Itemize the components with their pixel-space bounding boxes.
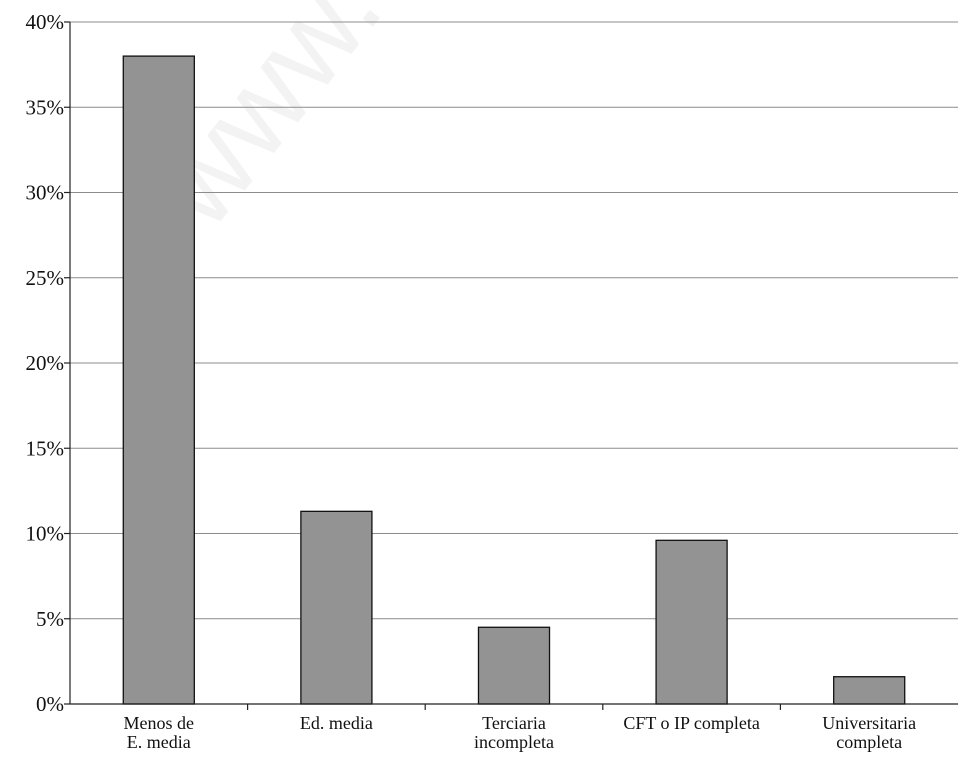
y-tick-label: 35% [26,95,65,119]
x-category-label-line: Menos de [124,713,195,733]
x-category-label: Ed. media [300,713,373,733]
x-category-label-line: Universitaria [822,713,916,733]
x-category-label-line: Ed. media [300,713,373,733]
x-category-label-line: incompleta [474,732,554,752]
axes [64,21,958,710]
x-category-label: Terciaria incompleta [474,713,554,752]
x-category-labels: Menos de E. media Ed. media Terciaria incomp… [124,713,917,752]
x-category-label-line: CFT o IP completa [623,713,760,733]
x-category-label: CFT o IP completa [623,713,760,733]
bar [122,55,195,705]
x-category-label-line: Terciaria [482,713,546,733]
y-tick-label: 20% [26,351,65,375]
bar [300,510,373,705]
x-category-label: Menos de E. media [124,713,195,752]
x-category-label-line: completa [836,732,902,752]
bars [122,55,906,705]
y-tick-label: 25% [26,266,65,290]
x-category-label: Universitaria completa [822,713,916,752]
y-tick-label: 40% [26,10,65,34]
y-tick-label: 30% [26,181,65,205]
bar [477,626,551,705]
y-tick-label: 0% [36,692,64,716]
bar [833,676,906,705]
y-tick-label: 5% [36,607,64,631]
x-category-label-line: E. media [127,732,191,752]
bar [655,539,728,705]
y-tick-label: 15% [26,436,65,460]
y-tick-labels: 0% 5% 10% 15% 20% 25% 30% 35% 40% [26,10,65,716]
gridlines [70,21,958,620]
y-tick-label: 10% [26,522,65,546]
